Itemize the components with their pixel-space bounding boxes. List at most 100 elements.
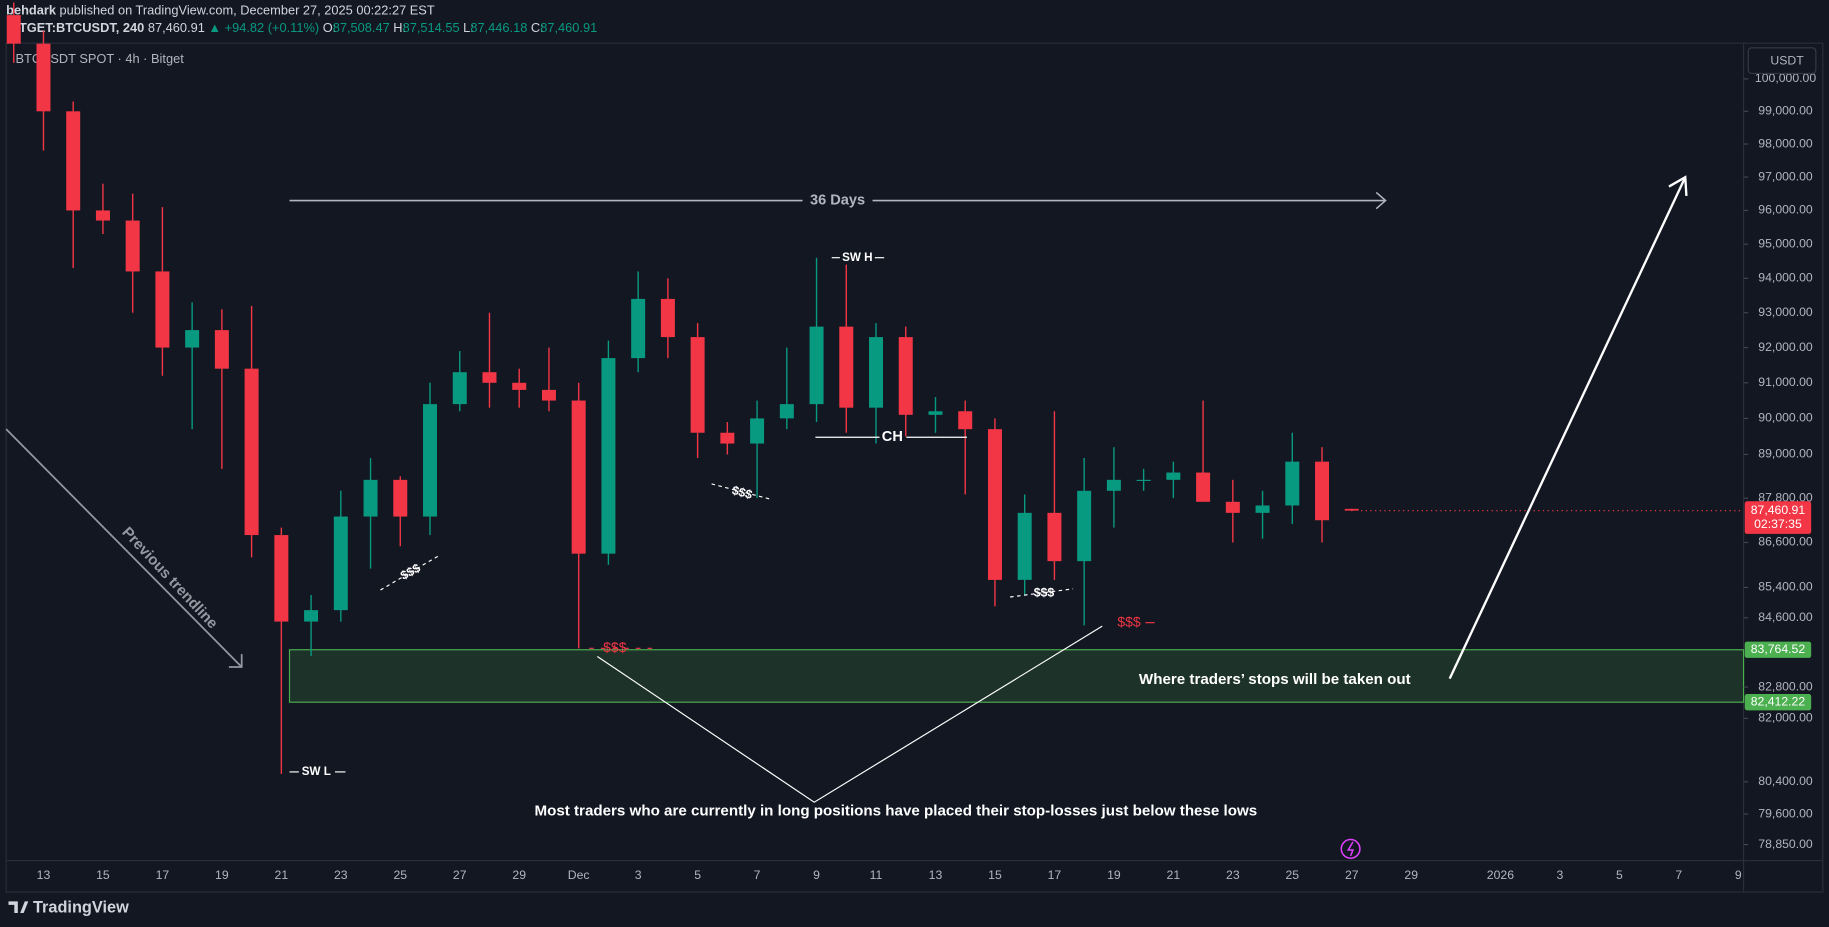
- x-tick-label: 5: [694, 868, 701, 882]
- countdown: 02:37:35: [1754, 517, 1802, 531]
- currency: USDT: [1770, 53, 1804, 67]
- candle-body: [1136, 479, 1151, 482]
- candle-body: [512, 382, 527, 390]
- candle-body: [36, 43, 51, 112]
- x-tick-label: 3: [635, 868, 642, 882]
- arrowhead: [228, 654, 243, 668]
- x-tick-label: 25: [1285, 868, 1299, 882]
- y-tick-label: 78,850.00: [1758, 837, 1813, 851]
- candle-body: [1344, 508, 1359, 511]
- trendline: [5, 428, 243, 668]
- liquidity-line: [380, 554, 441, 591]
- y-tick-label: 94,000.00: [1758, 271, 1813, 285]
- candle-body: [928, 411, 943, 415]
- y-tick-label: 98,000.00: [1758, 136, 1813, 150]
- x-tick-label: 9: [813, 868, 820, 882]
- last-price-tag: [1744, 501, 1812, 534]
- y-tick-label: 82,800.00: [1758, 679, 1813, 693]
- x-tick-label: 17: [1048, 868, 1062, 882]
- x-tick-label: 2026: [1487, 868, 1514, 882]
- y-tick-label: 93,000.00: [1758, 305, 1813, 319]
- logo-mark: [8, 901, 29, 914]
- candle-body: [1047, 512, 1062, 562]
- x-tick-label: 27: [453, 868, 467, 882]
- candle-body: [898, 337, 913, 415]
- zone-price-label: 83,764.52: [1751, 642, 1806, 656]
- y-tick-label: 87,800.00: [1758, 490, 1813, 504]
- currency-button[interactable]: [1747, 47, 1817, 75]
- zone-price-tag: [1744, 694, 1812, 711]
- x-tick-label: 7: [1675, 868, 1682, 882]
- ohlc-value: 87,508.47: [333, 21, 390, 36]
- y-tick-label: 96,000.00: [1758, 203, 1813, 217]
- y-tick-label: 85,400.00: [1758, 580, 1813, 594]
- candle-body: [66, 111, 81, 211]
- x-tick-label: 13: [37, 868, 51, 882]
- annotation: $$$: [730, 483, 754, 502]
- y-tick-label: 84,600.00: [1758, 610, 1813, 624]
- candle-body: [869, 337, 884, 408]
- arrowhead: [1375, 191, 1387, 210]
- target-arrow: [1448, 176, 1687, 680]
- candle-body: [393, 479, 408, 517]
- x-tick-label: 11: [870, 868, 883, 882]
- arrowhead: [1668, 175, 1688, 196]
- annotation: SW L: [302, 765, 331, 778]
- x-tick-label: 19: [215, 868, 229, 882]
- candle-body: [423, 404, 438, 517]
- candle-body: [6, 15, 21, 44]
- candle-body: [1196, 472, 1211, 502]
- x-tick-label: 5: [1616, 868, 1623, 882]
- ohlc-key: O:: [323, 21, 337, 36]
- candle-body: [958, 411, 973, 430]
- y-tick-label: 82,000.00: [1758, 711, 1813, 725]
- drawings: [5, 175, 1688, 859]
- ohlc-value: 87,446.18: [470, 21, 527, 36]
- liquidity-line: [711, 483, 771, 500]
- annotation: 36 Days: [810, 192, 865, 208]
- candle-body: [660, 298, 675, 338]
- candle-body: [95, 210, 110, 221]
- candle-body: [1106, 479, 1121, 491]
- plot: [6, 2, 1745, 774]
- x-tick-label: 23: [1226, 868, 1240, 882]
- zone-price-label: 82,412.22: [1751, 694, 1806, 708]
- candle-body: [809, 326, 824, 405]
- y-tick-label: 99,000.00: [1758, 104, 1813, 118]
- ohlc-value: 87,460.91: [540, 21, 597, 36]
- candle-body: [839, 326, 854, 408]
- x-tick-label: 21: [1167, 868, 1181, 882]
- ohlc-key: C:: [531, 21, 544, 36]
- candle-body: [125, 220, 140, 272]
- zone-price-tag: [1744, 641, 1812, 658]
- y-tick-label: 90,000.00: [1758, 411, 1813, 425]
- ohlc-key: H:: [393, 21, 406, 36]
- candle-body: [482, 372, 497, 383]
- x-tick-label: 29: [1404, 868, 1418, 882]
- candle-body: [601, 358, 616, 554]
- x-tick-label: 23: [334, 868, 348, 882]
- candle-body: [185, 330, 200, 348]
- annotation: Where traders’ stops will be taken out: [1139, 671, 1411, 688]
- author: behdark: [6, 3, 57, 18]
- y-tick-label: 95,000.00: [1758, 236, 1813, 250]
- candle-body: [690, 337, 705, 433]
- y-tick-label: 91,000.00: [1758, 375, 1813, 389]
- candle-body: [541, 389, 556, 401]
- x-tick-label: 17: [156, 868, 170, 882]
- price: 87,460.91: [148, 21, 205, 36]
- alert-icon: [1340, 838, 1361, 859]
- annotation: CH: [882, 429, 903, 445]
- candle-body: [720, 432, 735, 444]
- candle-body: [304, 610, 319, 622]
- candle-body: [779, 404, 794, 419]
- candle-body: [750, 418, 765, 444]
- annotation: $$$: [1117, 613, 1141, 629]
- candle-body: [1225, 501, 1240, 513]
- y-tick-label: 80,400.00: [1758, 774, 1813, 788]
- annotation: $$$: [603, 639, 627, 655]
- candle-body: [452, 372, 467, 405]
